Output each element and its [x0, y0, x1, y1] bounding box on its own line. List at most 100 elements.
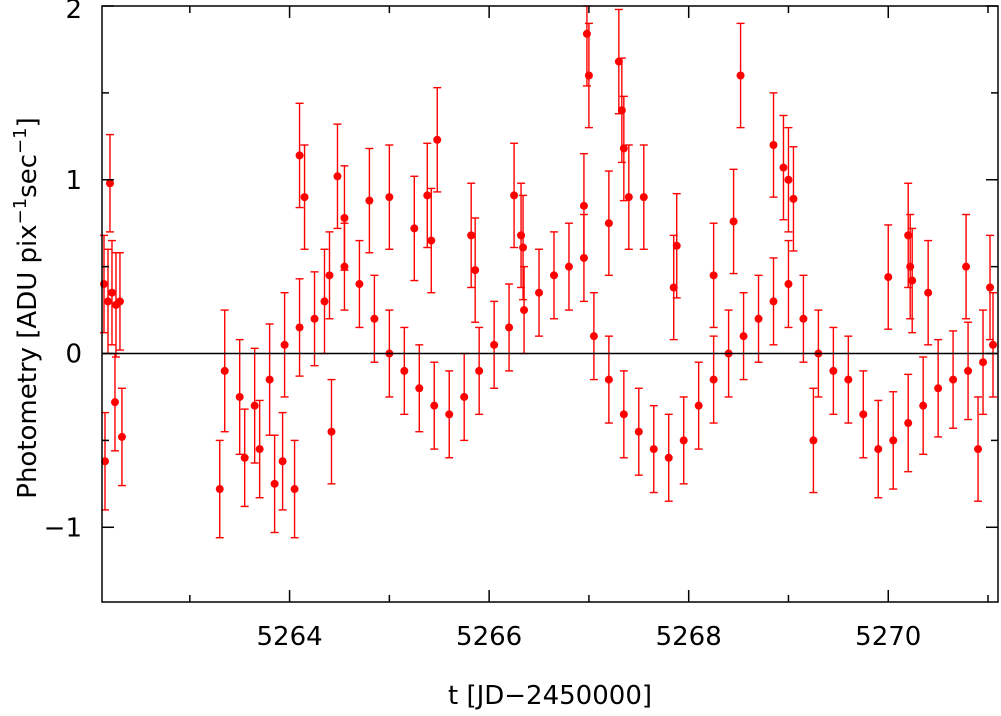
- data-marker: [859, 410, 868, 419]
- data-point: [709, 222, 718, 329]
- data-point: [624, 144, 633, 250]
- data-marker: [519, 243, 528, 252]
- data-marker: [604, 219, 613, 228]
- data-point: [250, 347, 259, 464]
- data-point: [924, 239, 933, 346]
- data-marker: [549, 271, 558, 280]
- data-point: [270, 434, 279, 534]
- data-point: [859, 370, 868, 459]
- data-marker: [240, 453, 249, 462]
- data-marker: [510, 191, 519, 200]
- data-marker: [672, 241, 681, 250]
- data-marker: [107, 288, 116, 297]
- data-point: [919, 356, 928, 456]
- data-point: [333, 123, 342, 230]
- y-axis-title-main: Photometry [ADU pix: [13, 224, 43, 498]
- data-marker: [340, 213, 349, 222]
- data-point: [779, 114, 788, 221]
- data-marker: [423, 191, 432, 200]
- data-marker: [614, 57, 623, 66]
- data-marker: [220, 366, 229, 375]
- data-point: [904, 182, 913, 289]
- data-point: [829, 326, 838, 416]
- data-point: [370, 274, 379, 363]
- data-point: [220, 309, 229, 433]
- data-point: [423, 142, 432, 249]
- data-point: [310, 271, 319, 367]
- data-marker: [400, 366, 409, 375]
- data-point: [989, 292, 998, 398]
- data-marker: [639, 193, 648, 202]
- data-marker: [445, 410, 454, 419]
- data-point: [679, 396, 688, 485]
- data-point: [255, 399, 264, 499]
- data-point: [672, 192, 681, 299]
- data-point: [906, 213, 915, 320]
- data-point: [769, 92, 778, 198]
- data-marker: [280, 340, 289, 349]
- x-tick-label: 5268: [656, 622, 722, 652]
- data-marker: [904, 419, 913, 428]
- data-marker: [908, 276, 917, 285]
- y-tick-label: 2: [65, 0, 82, 25]
- data-marker: [784, 175, 793, 184]
- data-point: [604, 335, 613, 424]
- data-marker: [589, 332, 598, 341]
- data-marker: [617, 106, 626, 115]
- plot-frame: [101, 5, 999, 603]
- x-tick-label: 5270: [855, 622, 921, 652]
- data-point: [117, 387, 126, 487]
- data-marker: [535, 288, 544, 297]
- data-marker: [949, 375, 958, 384]
- data-marker: [974, 445, 983, 454]
- data-point: [365, 147, 374, 254]
- data-marker: [325, 271, 334, 280]
- data-marker: [564, 262, 573, 271]
- data-point: [433, 86, 442, 193]
- axis-tick-labels: 5264 5266 5268 5270 −1 0 1 2: [44, 0, 922, 652]
- data-marker: [754, 314, 763, 323]
- data-marker: [490, 340, 499, 349]
- data-marker: [634, 427, 643, 436]
- data-marker: [327, 427, 336, 436]
- data-marker: [694, 401, 703, 410]
- data-marker: [355, 280, 364, 289]
- data-marker: [385, 193, 394, 202]
- data-marker: [215, 485, 224, 494]
- data-marker: [844, 375, 853, 384]
- data-marker: [471, 266, 480, 275]
- data-marker: [250, 401, 259, 410]
- data-point: [280, 292, 289, 398]
- data-point: [874, 399, 883, 499]
- data-marker: [295, 323, 304, 332]
- data-point: [809, 387, 818, 494]
- data-marker: [919, 401, 928, 410]
- data-marker: [884, 273, 893, 282]
- data-marker: [235, 392, 244, 401]
- data-point: [709, 335, 718, 424]
- data-marker: [255, 445, 264, 454]
- data-marker: [709, 271, 718, 280]
- data-marker: [110, 398, 119, 407]
- data-marker: [415, 384, 424, 393]
- data-marker: [433, 135, 442, 144]
- y-axis-title-sup1: −1: [10, 198, 31, 225]
- data-point: [519, 194, 528, 301]
- data-point: [904, 373, 913, 473]
- x-axis-title: t [JD−2450000]: [448, 681, 652, 711]
- data-marker: [829, 366, 838, 375]
- data-point: [103, 248, 112, 355]
- data-marker: [467, 231, 476, 240]
- data-point: [739, 292, 748, 381]
- data-marker: [624, 193, 633, 202]
- data-marker: [333, 172, 342, 181]
- data-point: [884, 224, 893, 330]
- data-point: [639, 144, 648, 250]
- data-point: [986, 234, 995, 341]
- data-point: [564, 222, 573, 311]
- y-axis-title-sup2: −1: [10, 127, 31, 154]
- data-point: [584, 22, 593, 129]
- data-point: [430, 361, 439, 450]
- data-marker: [874, 445, 883, 454]
